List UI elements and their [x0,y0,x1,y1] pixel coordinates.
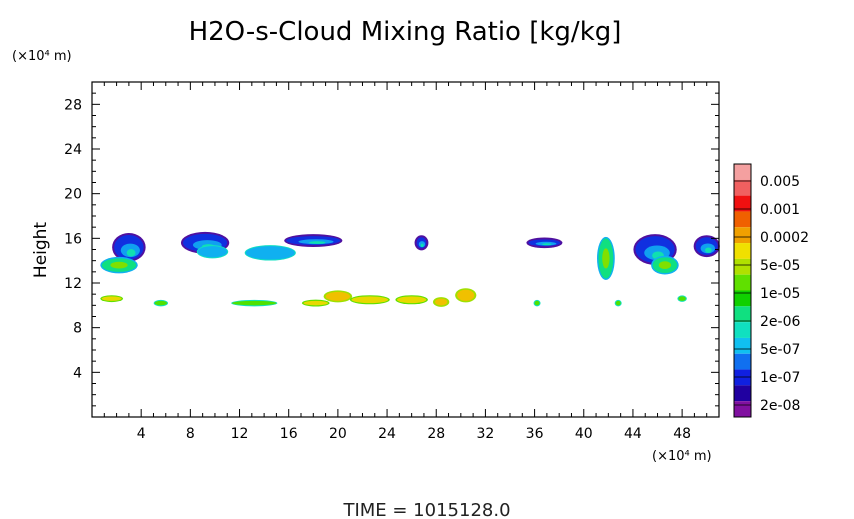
cloud-patch-body [245,246,295,260]
cloud-patch-body [197,246,228,258]
y-tick-label: 12 [64,276,82,292]
colorbar-swatch [734,385,751,402]
cloud-patch [231,299,278,307]
cloud-patch [100,256,138,274]
cloud-patch-core [420,243,424,247]
x-tick-label: 12 [231,426,249,442]
cloud-patch [244,245,296,261]
cloud-patch-core [542,243,552,246]
x-tick-label: 20 [329,426,347,442]
cloud-patch [112,232,146,262]
cloud-patch [100,295,124,303]
x-tick-label: 36 [526,426,544,442]
colorbar: 0.005 0.001 0.0002 5e-05 1e-05 2e-06 5e-07 1e-0… [733,163,809,418]
colorbar-label: 2e-08 [760,398,800,414]
cloud-patch [651,255,679,275]
colorbar-swatch [734,243,751,259]
x-tick-label: 16 [280,426,298,442]
cloud-patch-body [232,300,277,306]
y-axis-unit: (×10⁴ m) [12,49,72,64]
colorbar-swatch [734,337,751,354]
cloud-patch [196,245,229,259]
x-tick-label: 24 [378,426,396,442]
x-tick-label: 40 [575,426,593,442]
y-tick-label: 4 [73,365,82,381]
cloud-patch-core [705,247,712,253]
x-axis: 4 8 12 16 20 24 28 32 36 40 44 48 [103,82,708,442]
cloud-field [100,231,720,307]
cloud-patch-core [101,296,122,301]
cloud-patch [597,236,615,281]
cloud-patch-body [154,300,167,306]
cloud-patch-body [534,300,540,306]
cloud-patch-core [602,248,610,269]
cloud-patch [395,295,428,305]
cloud-patch-core [457,289,475,301]
colorbar-swatch [734,401,751,417]
cloud-patch-core [126,249,136,257]
cloud-patch-core [396,296,427,304]
colorbar-label: 1e-07 [760,370,800,386]
cloud-patch [349,295,390,305]
cloud-patch-core [658,261,672,270]
colorbar-label: 1e-05 [760,286,800,302]
cloud-patch [284,234,343,248]
y-axis-label: Height [31,222,51,279]
cloud-patch-body [615,300,621,306]
cloud-patch-core [435,298,448,306]
cloud-patch-core [351,296,389,304]
colorbar-label: 0.001 [760,202,800,218]
cloud-patch-core [309,241,326,244]
cloud-patch [301,299,330,307]
colorbar-label: 5e-07 [760,342,800,358]
x-axis-unit: (×10⁴ m) [652,449,712,464]
colorbar-swatch [734,258,751,275]
y-tick-label: 8 [73,321,82,337]
cloud-patch [526,237,563,249]
colorbar-swatch [734,195,751,212]
colorbar-swatch [734,211,751,228]
x-tick-label: 44 [624,426,642,442]
colorbar-swatch [734,290,751,307]
colorbar-swatch [734,164,751,180]
cloud-patch [677,295,687,302]
cloud-patch [433,297,450,307]
cloud-patch [455,288,477,303]
colorbar-swatch [734,353,751,370]
x-tick-label: 28 [427,426,445,442]
chart-title: H2O-s-Cloud Mixing Ratio [kg/kg] [189,17,622,47]
y-tick-label: 20 [64,187,82,203]
colorbar-label: 0.0002 [760,230,809,246]
cloud-patch [614,299,622,307]
colorbar-swatch [734,306,751,323]
cloud-patch [153,299,168,307]
colorbar-label: 0.005 [760,174,800,190]
x-tick-label: 8 [186,426,195,442]
x-tick-label: 4 [137,426,146,442]
colorbar-swatch [734,179,751,196]
y-tick-label: 24 [64,142,82,158]
colorbar-frame [733,163,752,418]
colorbar-label: 2e-06 [760,314,800,330]
cloud-patch [323,290,353,303]
cloud-patch-core [325,291,351,301]
y-tick-label: 28 [64,97,82,113]
colorbar-label: 5e-05 [760,258,800,274]
cloud-patch [533,299,541,307]
colorbar-swatch [734,227,751,244]
cloud-patch [693,235,720,258]
cloud-patch-core [110,261,128,269]
colorbar-swatch [734,274,751,291]
cloud-patch-body [678,296,686,301]
time-label: TIME = 1015128.0 [342,500,510,519]
colorbar-swatch [734,322,751,338]
colorbar-swatch [734,369,751,386]
cloud-patch [414,235,429,251]
y-axis: 4 8 12 16 20 24 28 [64,92,719,407]
x-tick-label: 48 [673,426,691,442]
y-tick-label: 16 [64,231,82,247]
x-tick-label: 32 [476,426,494,442]
cloud-patch-core [303,300,329,306]
